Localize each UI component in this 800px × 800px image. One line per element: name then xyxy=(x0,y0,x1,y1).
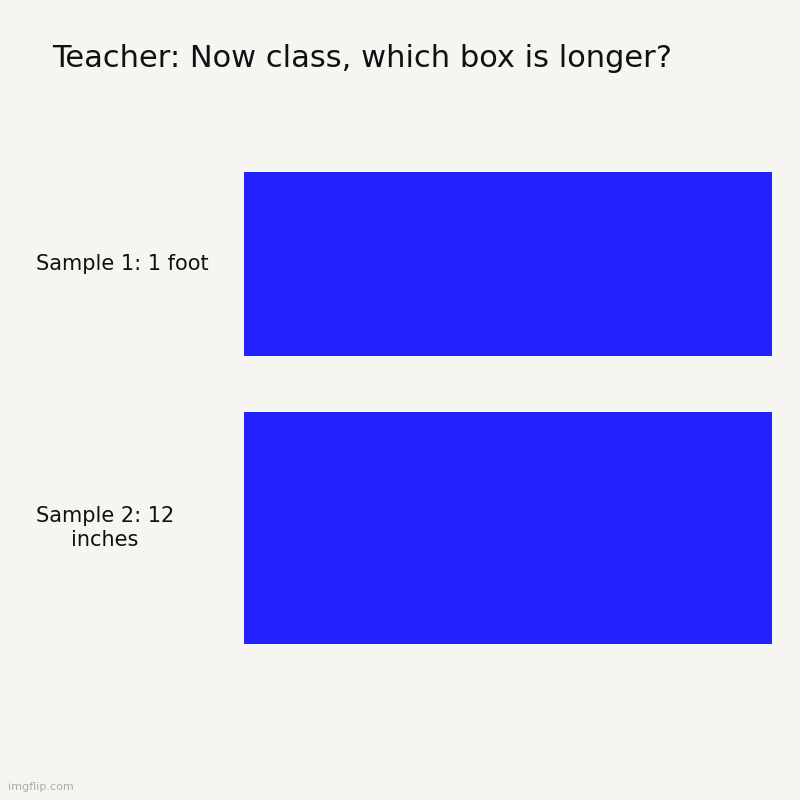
Text: Sample 1: 1 foot: Sample 1: 1 foot xyxy=(36,254,209,274)
Text: Teacher: Now class, which box is longer?: Teacher: Now class, which box is longer? xyxy=(52,44,672,73)
Bar xyxy=(244,412,772,644)
Bar xyxy=(244,172,772,356)
Text: Sample 2: 12
inches: Sample 2: 12 inches xyxy=(36,506,174,550)
Text: imgflip.com: imgflip.com xyxy=(8,782,74,792)
